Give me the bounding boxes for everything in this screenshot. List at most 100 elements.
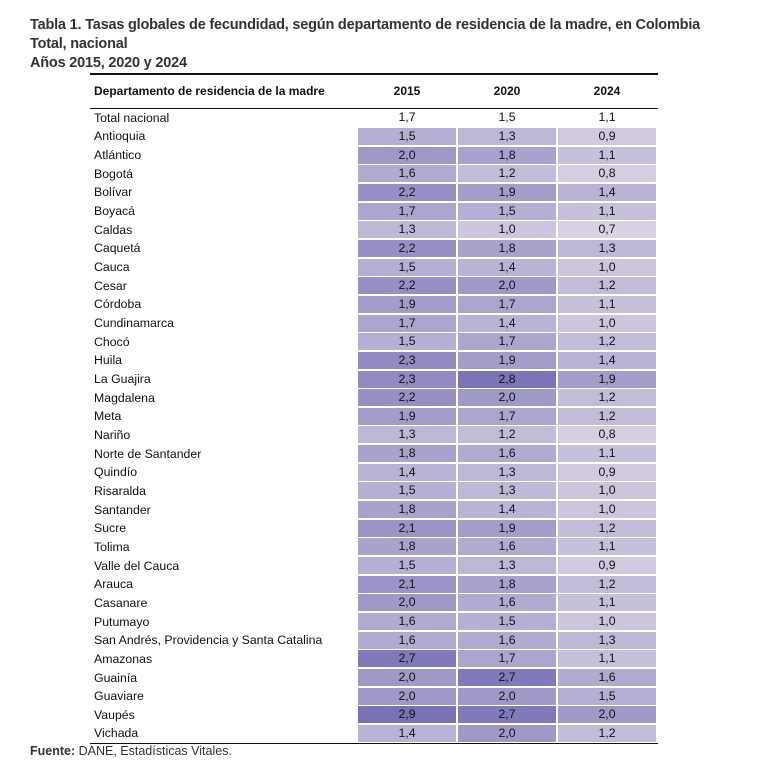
table-subtitle-years: Años 2015, 2020 y 2024 <box>30 55 187 71</box>
table-row: Caquetá 2,2 1,8 1,3 <box>90 239 658 258</box>
row-label: Santander <box>94 502 151 517</box>
value-cell: 1,6 <box>458 538 556 556</box>
value-cell: 1,4 <box>558 183 656 201</box>
value-cell: 1,1 <box>558 650 656 668</box>
value-cell: 1,1 <box>558 445 656 463</box>
value-cell: 1,8 <box>458 575 556 593</box>
value-cell: 1,0 <box>558 501 656 519</box>
row-label: Guaviare <box>94 689 144 704</box>
fertility-table: Departamento de residencia de la madre 2… <box>90 73 658 745</box>
table-row: Putumayo 1,6 1,5 1,0 <box>90 612 658 631</box>
row-label: Guainía <box>94 670 138 685</box>
value-cell: 1,7 <box>458 295 556 313</box>
table-title: Tabla 1. Tasas globales de fecundidad, s… <box>30 17 701 33</box>
value-cell: 1,1 <box>558 146 656 164</box>
value-cell: 1,0 <box>558 314 656 332</box>
top-rule <box>90 73 658 75</box>
value-cell: 1,1 <box>558 295 656 313</box>
row-label: Huila <box>94 353 123 368</box>
value-cell: 0,9 <box>558 557 656 575</box>
header-2024: 2024 <box>593 84 621 98</box>
value-cell: 1,0 <box>558 258 656 276</box>
row-label: Bogotá <box>94 166 133 181</box>
table-row: Arauca 2,1 1,8 1,2 <box>90 575 658 594</box>
value-cell: 1,4 <box>458 258 556 276</box>
row-label: Caldas <box>94 222 133 237</box>
value-cell: 1,5 <box>498 110 516 125</box>
value-cell: 1,2 <box>558 575 656 593</box>
value-cell: 1,6 <box>458 594 556 612</box>
value-cell: 1,0 <box>558 482 656 500</box>
value-cell: 1,4 <box>458 314 556 332</box>
value-cell: 2,8 <box>458 370 556 388</box>
table-row: Cesar 2,2 2,0 1,2 <box>90 276 658 295</box>
value-cell: 1,4 <box>358 463 456 481</box>
table-row: Vaupés 2,9 2,7 2,0 <box>90 706 658 725</box>
value-cell: 1,1 <box>598 110 616 125</box>
value-cell: 1,7 <box>358 314 456 332</box>
table-row: Magdalena 2,2 2,0 1,2 <box>90 388 658 407</box>
row-label: Vaupés <box>94 707 135 722</box>
value-cell: 1,3 <box>458 557 556 575</box>
table-row: Nariño 1,3 1,2 0,8 <box>90 426 658 445</box>
row-label: Risaralda <box>94 483 146 498</box>
value-cell: 1,5 <box>458 202 556 220</box>
value-cell: 2,2 <box>358 277 456 295</box>
value-cell: 2,1 <box>358 519 456 537</box>
value-cell: 1,7 <box>358 202 456 220</box>
table-row: San Andrés, Providencia y Santa Catalina… <box>90 631 658 650</box>
value-cell: 0,9 <box>558 463 656 481</box>
table-row: Guainía 2,0 2,7 1,6 <box>90 668 658 687</box>
table-row: La Guajira 2,3 2,8 1,9 <box>90 370 658 389</box>
row-label: Chocó <box>94 334 130 349</box>
value-cell: 2,0 <box>458 277 556 295</box>
value-cell: 1,3 <box>358 426 456 444</box>
value-cell: 1,1 <box>558 538 656 556</box>
table-row: Chocó 1,5 1,7 1,2 <box>90 332 658 351</box>
value-cell: 1,5 <box>558 687 656 705</box>
row-label: Norte de Santander <box>94 446 202 461</box>
value-cell: 1,6 <box>458 445 556 463</box>
value-cell: 2,7 <box>458 669 556 687</box>
table-row: Valle del Cauca 1,5 1,3 0,9 <box>90 556 658 575</box>
value-cell: 1,0 <box>558 613 656 631</box>
source-text: DANE, Estadísticas Vitales. <box>75 744 232 758</box>
value-cell: 1,2 <box>558 407 656 425</box>
row-label: Valle del Cauca <box>94 558 180 573</box>
row-label: Cesar <box>94 278 127 293</box>
table-row: Bolívar 2,2 1,9 1,4 <box>90 183 658 202</box>
value-cell: 1,9 <box>458 519 556 537</box>
row-label: Nariño <box>94 427 131 442</box>
value-cell: 2,1 <box>358 575 456 593</box>
table-row: Sucre 2,1 1,9 1,2 <box>90 519 658 538</box>
value-cell: 1,0 <box>458 221 556 239</box>
value-cell: 1,3 <box>358 221 456 239</box>
table-row: Meta 1,9 1,7 1,2 <box>90 407 658 426</box>
table-body: Antioquia 1,5 1,3 0,9 Atlántico 2,0 1,8 1,1 Bogo… <box>90 127 658 743</box>
value-cell: 1,7 <box>458 650 556 668</box>
table-row: Caldas 1,3 1,0 0,7 <box>90 220 658 239</box>
total-row: Total nacional 1,7 1,5 1,1 <box>90 109 658 128</box>
row-label: Tolima <box>94 539 130 554</box>
row-label: Sucre <box>94 521 127 536</box>
row-label: Quindío <box>94 465 138 480</box>
value-cell: 1,5 <box>358 258 456 276</box>
table-row: Risaralda 1,5 1,3 1,0 <box>90 482 658 501</box>
value-cell: 1,2 <box>558 519 656 537</box>
value-cell: 0,9 <box>558 127 656 145</box>
table-row: Boyacá 1,7 1,5 1,1 <box>90 202 658 221</box>
table-row: Antioquia 1,5 1,3 0,9 <box>90 127 658 146</box>
table-row: Amazonas 2,7 1,7 1,1 <box>90 650 658 669</box>
row-label: La Guajira <box>94 372 151 387</box>
value-cell: 1,5 <box>358 482 456 500</box>
value-cell: 1,2 <box>458 426 556 444</box>
value-cell: 2,3 <box>358 370 456 388</box>
row-label: Boyacá <box>94 204 136 219</box>
row-label: Caquetá <box>94 241 141 256</box>
table-row: Bogotá 1,6 1,2 0,8 <box>90 164 658 183</box>
value-cell: 1,9 <box>358 407 456 425</box>
source-note: Fuente: DANE, Estadísticas Vitales. <box>30 744 232 758</box>
value-cell: 1,4 <box>458 501 556 519</box>
table-subtitle-scope: Total, nacional <box>30 36 128 52</box>
value-cell: 2,3 <box>358 351 456 369</box>
